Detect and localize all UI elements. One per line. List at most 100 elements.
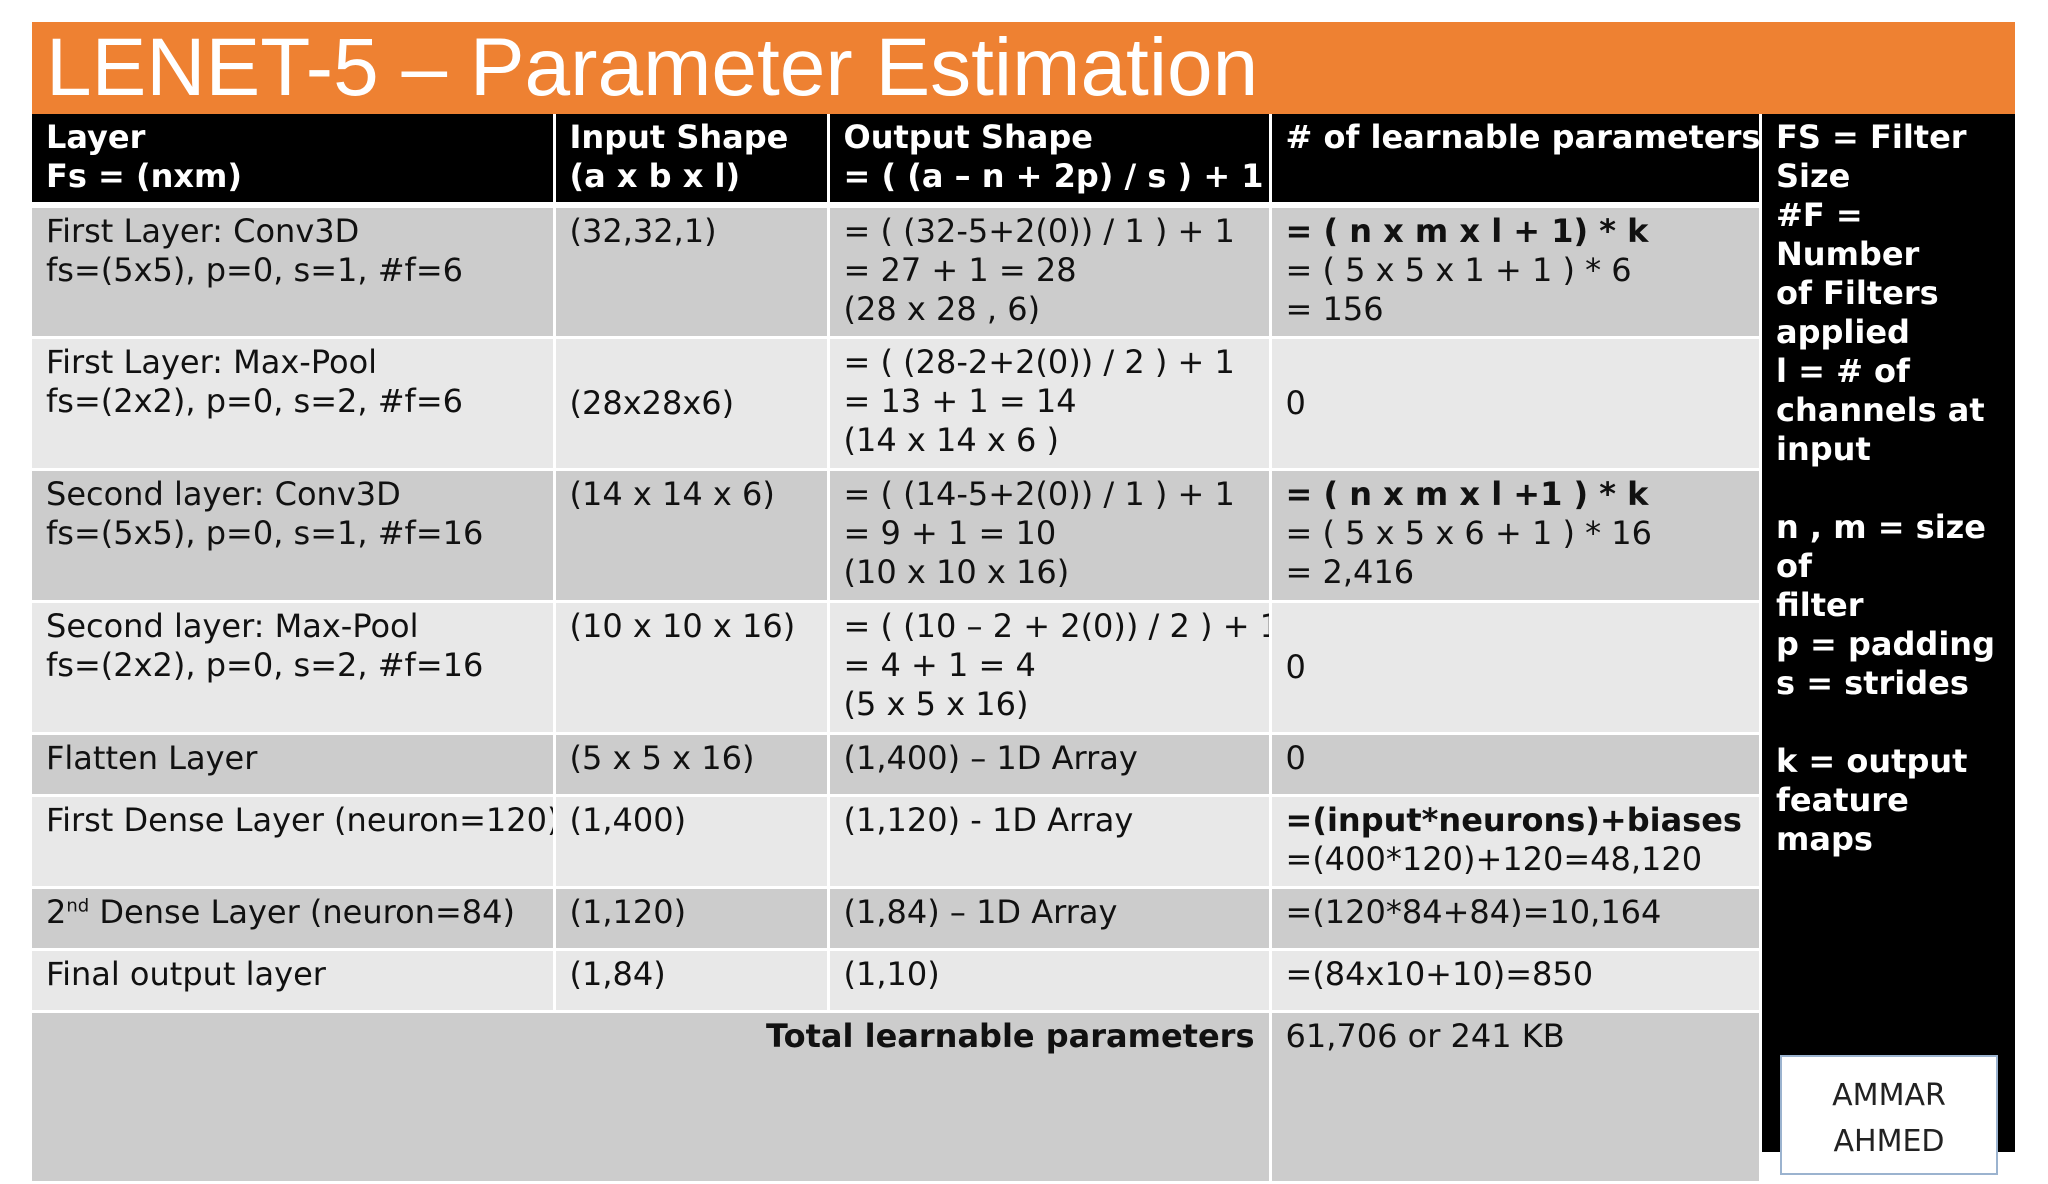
output-cell: (1,10) xyxy=(828,949,1272,1013)
layer-config: fs=(5x5), p=0, s=1, #f=6 xyxy=(46,251,463,289)
params-formula: =(input*neurons)+biases xyxy=(1285,800,1742,839)
legend-item-filter-size: FS = Filter Size xyxy=(1776,118,2012,196)
input-cell: (5 x 5 x 16) xyxy=(554,733,830,797)
params-line: = ( 5 x 5 x 6 + 1 ) * 16 xyxy=(1285,513,1653,552)
output-line: (28 x 28 , 6) xyxy=(843,290,1041,328)
legend-line: input xyxy=(1776,430,1871,468)
output-cell: (1,120) - 1D Array xyxy=(828,795,1272,889)
output-cell: (1,400) – 1D Array xyxy=(828,733,1272,797)
output-line: (5 x 5 x 16) xyxy=(843,684,1029,723)
layer-cell: Second layer: Max-Pool fs=(2x2), p=0, s=… xyxy=(32,601,556,735)
params-line: = 156 xyxy=(1285,290,1384,328)
header-input-line2: (a x b x l) xyxy=(569,157,741,195)
table-header-row: Layer Fs = (nxm) Input Shape (a x b x l)… xyxy=(32,114,1760,208)
legend-item-padding-strides: p = padding s = strides xyxy=(1776,625,2012,703)
output-line: = ( (28-2+2(0)) / 2 ) + 1 xyxy=(843,342,1235,381)
legend-line: FS = Filter Size xyxy=(1776,118,1967,195)
layer-ordinal: 2 xyxy=(46,892,67,931)
output-line: = ( (14-5+2(0)) / 1 ) + 1 xyxy=(843,474,1235,513)
header-learnable-params: # of learnable parameters xyxy=(1270,114,1760,208)
input-cell: (1,84) xyxy=(554,949,830,1013)
header-layer-line2: Fs = (nxm) xyxy=(46,157,243,195)
layer-config: fs=(5x5), p=0, s=1, #f=16 xyxy=(46,513,484,552)
legend-line: channels at xyxy=(1776,391,1985,429)
output-line: (14 x 14 x 6 ) xyxy=(843,420,1060,459)
legend-line: l = # of xyxy=(1776,352,1910,390)
params-cell: =(84x10+10)=850 xyxy=(1270,949,1759,1013)
layer-cell: Final output layer xyxy=(32,949,556,1013)
legend-line: n , m = size of xyxy=(1776,508,1986,585)
header-output-line2: = ( (a – n + 2p) / s ) + 1 xyxy=(843,157,1264,195)
author-last-name: AHMED xyxy=(1833,1124,1945,1159)
input-cell: (10 x 10 x 16) xyxy=(554,601,830,735)
legend-panel: FS = Filter Size #F = Number of Filters … xyxy=(1762,114,2015,1152)
table-row: Second layer: Conv3D fs=(5x5), p=0, s=1,… xyxy=(32,469,1759,603)
input-cell: (28x28x6) xyxy=(554,337,830,471)
output-line: = 9 + 1 = 10 xyxy=(843,513,1057,552)
legend-line: s = strides xyxy=(1776,664,1969,702)
input-cell: (1,400) xyxy=(554,795,830,889)
legend-line: feature maps xyxy=(1776,781,1909,858)
output-line: = 27 + 1 = 28 xyxy=(843,251,1077,289)
output-cell: = ( (10 – 2 + 2(0)) / 2 ) + 1 = 4 + 1 = … xyxy=(828,601,1272,735)
output-line: = 4 + 1 = 4 xyxy=(843,645,1036,684)
layer-cell: First Layer: Conv3D fs=(5x5), p=0, s=1, … xyxy=(32,205,556,339)
table-row: Flatten Layer (5 x 5 x 16) (1,400) – 1D … xyxy=(32,733,1759,797)
params-cell: 0 xyxy=(1270,337,1759,471)
author-first-name: AMMAR xyxy=(1832,1078,1946,1113)
legend-line: k = output xyxy=(1776,742,1968,780)
parameter-table: Layer Fs = (nxm) Input Shape (a x b x l)… xyxy=(32,114,1759,1184)
output-line: = 13 + 1 = 14 xyxy=(843,381,1077,420)
legend-item-channels: l = # of channels at input xyxy=(1776,352,2012,469)
params-formula: = ( n x m x l +1 ) * k xyxy=(1285,474,1649,513)
layer-name: First Layer: Conv3D xyxy=(46,212,360,250)
layer-name: Second layer: Max-Pool xyxy=(46,606,419,645)
layer-cell: First Layer: Max-Pool fs=(2x2), p=0, s=2… xyxy=(32,337,556,471)
params-formula: = ( n x m x l + 1) * k xyxy=(1285,212,1649,250)
header-output-line1: Output Shape xyxy=(843,118,1093,156)
legend-line: #F = Number xyxy=(1776,196,1920,273)
table-row: First Layer: Conv3D fs=(5x5), p=0, s=1, … xyxy=(32,205,1759,339)
params-line: = 2,416 xyxy=(1285,552,1415,591)
output-cell: = ( (32-5+2(0)) / 1 ) + 1 = 27 + 1 = 28 … xyxy=(828,205,1272,339)
layer-cell: Second layer: Conv3D fs=(5x5), p=0, s=1,… xyxy=(32,469,556,603)
params-cell: =(input*neurons)+biases =(400*120)+120=4… xyxy=(1270,795,1759,889)
header-layer-line1: Layer xyxy=(46,118,146,156)
params-line: = ( 5 x 5 x 1 + 1 ) * 6 xyxy=(1285,251,1632,289)
params-cell: 0 xyxy=(1270,601,1759,735)
table-row: Final output layer (1,84) (1,10) =(84x10… xyxy=(32,949,1759,1013)
output-line: = ( (10 – 2 + 2(0)) / 2 ) + 1 xyxy=(843,606,1270,645)
legend-line: applied xyxy=(1776,313,1910,351)
params-cell: = ( n x m x l + 1) * k = ( 5 x 5 x 1 + 1… xyxy=(1270,205,1759,339)
layer-config: fs=(2x2), p=0, s=2, #f=6 xyxy=(46,381,463,420)
header-params-line1: # of learnable parameters xyxy=(1285,118,1760,156)
params-cell: = ( n x m x l +1 ) * k = ( 5 x 5 x 6 + 1… xyxy=(1270,469,1759,603)
output-line: (10 x 10 x 16) xyxy=(843,552,1070,591)
legend-line: filter xyxy=(1776,586,1864,624)
table-row: 2nd Dense Layer (neuron=84) (1,120) (1,8… xyxy=(32,887,1759,951)
total-row: Total learnable parameters 61,706 or 241… xyxy=(32,1011,1759,1184)
table-row: First Layer: Max-Pool fs=(2x2), p=0, s=2… xyxy=(32,337,1759,471)
legend-item-output-maps: k = output feature maps xyxy=(1776,742,2012,859)
layer-cell: Flatten Layer xyxy=(32,733,556,797)
layer-name: First Layer: Max-Pool xyxy=(46,342,378,381)
header-output-shape: Output Shape = ( (a – n + 2p) / s ) + 1 xyxy=(828,114,1272,208)
input-cell: (32,32,1) xyxy=(554,205,830,339)
header-input-shape: Input Shape (a x b x l) xyxy=(554,114,830,208)
header-input-line1: Input Shape xyxy=(569,118,789,156)
header-layer: Layer Fs = (nxm) xyxy=(32,114,556,208)
total-label: Total learnable parameters xyxy=(32,1011,1272,1184)
output-cell: = ( (28-2+2(0)) / 2 ) + 1 = 13 + 1 = 14 … xyxy=(828,337,1272,471)
layer-cell: 2nd Dense Layer (neuron=84) xyxy=(32,887,556,951)
input-cell: (1,120) xyxy=(554,887,830,951)
legend-line: of Filters xyxy=(1776,274,1939,312)
output-line: = ( (32-5+2(0)) / 1 ) + 1 xyxy=(843,212,1235,250)
legend-item-filter-dims: n , m = size of filter xyxy=(1776,508,2012,625)
output-cell: (1,84) – 1D Array xyxy=(828,887,1272,951)
layer-cell: First Dense Layer (neuron=120) xyxy=(32,795,556,889)
table-row: Second layer: Max-Pool fs=(2x2), p=0, s=… xyxy=(32,601,1759,735)
params-cell: 0 xyxy=(1270,733,1759,797)
author-credit-box: AMMAR AHMED xyxy=(1780,1055,1998,1175)
output-cell: = ( (14-5+2(0)) / 1 ) + 1 = 9 + 1 = 10 (… xyxy=(828,469,1272,603)
input-cell: (14 x 14 x 6) xyxy=(554,469,830,603)
